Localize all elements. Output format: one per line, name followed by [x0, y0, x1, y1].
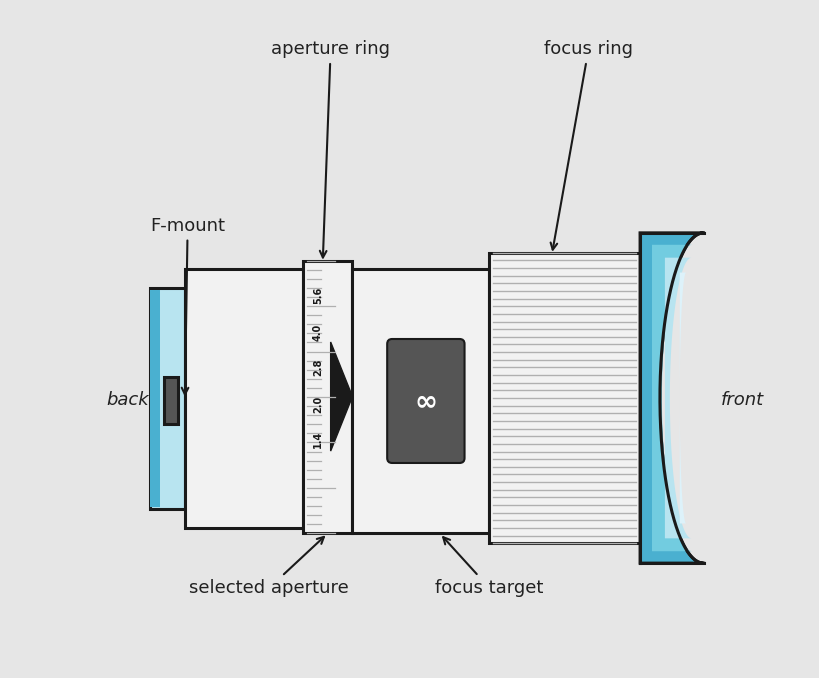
FancyBboxPatch shape [387, 339, 464, 463]
Text: 1.4: 1.4 [312, 431, 323, 447]
Bar [302, 260, 352, 534]
Text: front: front [720, 391, 762, 409]
Bar [150, 290, 160, 506]
Text: 2.0: 2.0 [312, 396, 323, 413]
Polygon shape [679, 273, 686, 523]
Bar [184, 268, 302, 528]
Text: 2.8: 2.8 [312, 359, 323, 376]
Polygon shape [664, 258, 691, 538]
Text: back: back [106, 391, 148, 409]
Polygon shape [640, 233, 703, 563]
Polygon shape [651, 245, 691, 551]
Text: aperture ring: aperture ring [271, 41, 390, 258]
Bar [164, 377, 178, 424]
Text: selected aperture: selected aperture [189, 537, 349, 597]
Bar [150, 288, 184, 508]
Text: 4.0: 4.0 [312, 323, 323, 340]
Text: focus ring: focus ring [543, 41, 632, 250]
Bar [489, 253, 640, 543]
Text: ∞: ∞ [414, 387, 437, 415]
Text: F-mount: F-mount [150, 217, 225, 395]
Text: focus target: focus target [435, 537, 543, 597]
Polygon shape [330, 342, 352, 451]
Bar [352, 268, 489, 534]
Text: 5.6: 5.6 [312, 287, 323, 304]
